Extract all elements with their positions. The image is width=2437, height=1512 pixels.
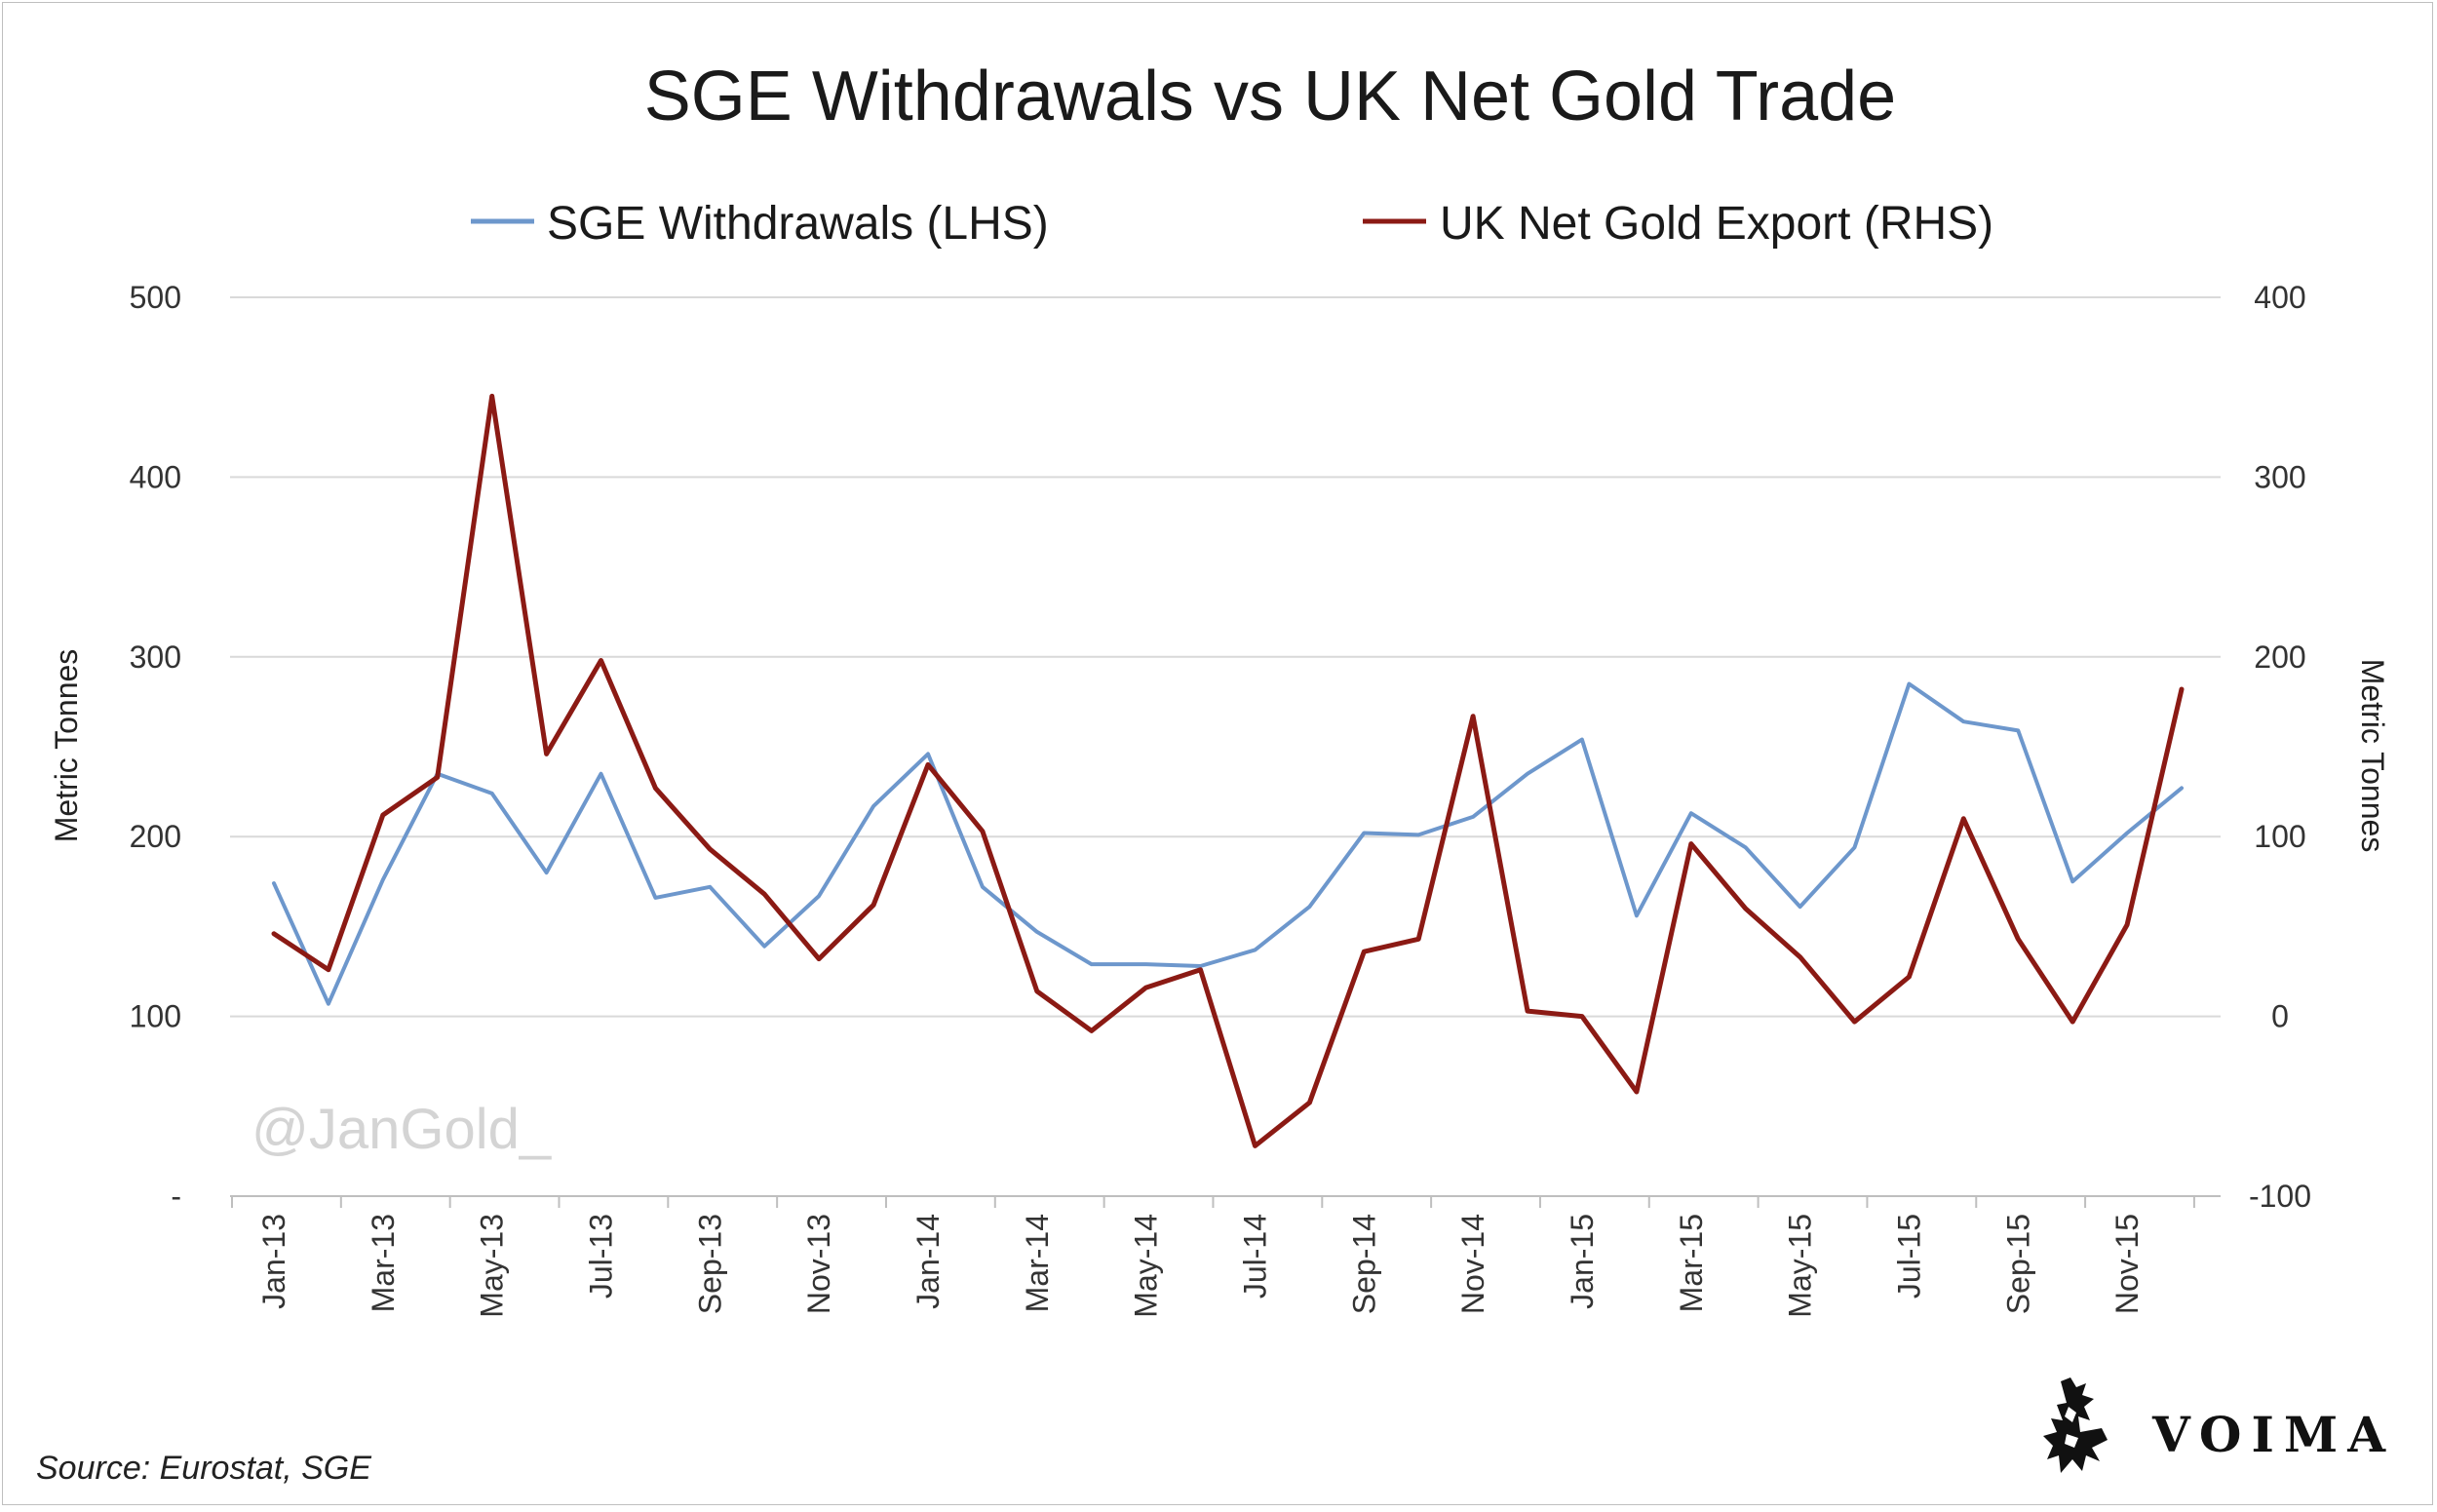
x-tick-label: May-14 — [1129, 1214, 1164, 1318]
x-tick-label: Jan-13 — [256, 1214, 291, 1309]
left-tick-label: - — [171, 1179, 181, 1214]
gridlines — [230, 296, 2221, 1197]
legend-label-sge: SGE Withdrawals (LHS) — [547, 198, 1049, 250]
right-tick-label: 100 — [2254, 819, 2305, 854]
legend-label-uk: UK Net Gold Export (RHS) — [1440, 198, 1993, 250]
left-tick-label: 100 — [130, 999, 181, 1034]
x-tick-label: Sep-13 — [692, 1214, 727, 1314]
x-tick-label: May-15 — [1783, 1214, 1818, 1318]
x-tick-label: Jan-14 — [910, 1214, 946, 1309]
x-tick-label: Nov-14 — [1455, 1214, 1490, 1314]
chart-title: SGE Withdrawals vs UK Net Gold Trade — [644, 58, 1896, 136]
x-tick-label: Nov-13 — [801, 1214, 836, 1314]
legend: SGE Withdrawals (LHS) UK Net Gold Export… — [471, 198, 1993, 250]
x-tick-label: Jan-15 — [1565, 1214, 1600, 1309]
x-tick-label: Sep-15 — [2000, 1214, 2035, 1314]
right-axis-title: Metric Tonnes — [2355, 659, 2390, 853]
left-axis-ticks: - 100 200 300 400 500 — [130, 280, 181, 1214]
left-tick-label: 200 — [130, 819, 181, 854]
brand-name: VOIMA — [2151, 1406, 2395, 1463]
right-tick-label: 200 — [2254, 640, 2305, 675]
x-tick-label: Mar-15 — [1674, 1214, 1709, 1312]
series-line-sge — [272, 681, 2184, 1006]
left-tick-label: 400 — [130, 459, 181, 494]
right-tick-label: -100 — [2249, 1179, 2311, 1214]
x-tick-label: Jul-15 — [1891, 1214, 1926, 1299]
left-tick-label: 300 — [130, 640, 181, 675]
left-axis-title: Metric Tonnes — [49, 649, 84, 843]
x-tick-label: Nov-15 — [2109, 1214, 2145, 1314]
griffin-logo-icon — [2043, 1377, 2108, 1473]
x-tick-label: May-13 — [475, 1214, 510, 1318]
x-axis-ticks: Jan-13 Mar-13 May-13 Jul-13 Sep-13 Nov-13 Jan-… — [231, 1196, 2195, 1318]
right-tick-label: 400 — [2254, 280, 2305, 315]
series-layer — [271, 393, 2185, 1148]
right-axis-ticks: -100 0 100 200 300 400 — [2249, 280, 2311, 1214]
x-tick-label: Mar-13 — [366, 1214, 401, 1312]
brand: VOIMA — [2043, 1377, 2395, 1473]
chart-svg: SGE Withdrawals vs UK Net Gold Trade SGE… — [36, 58, 2395, 1487]
source-note: Source: Eurostat, SGE — [36, 1450, 371, 1487]
right-tick-label: 0 — [2271, 999, 2289, 1034]
x-tick-label: Sep-14 — [1346, 1214, 1381, 1314]
x-tick-label: Jul-14 — [1237, 1214, 1272, 1299]
watermark: @JanGold_ — [251, 1098, 552, 1161]
x-tick-label: Mar-14 — [1020, 1214, 1055, 1312]
right-tick-label: 300 — [2254, 459, 2305, 494]
x-tick-label: Jul-13 — [583, 1214, 618, 1299]
left-tick-label: 500 — [130, 280, 181, 315]
series-line-uk — [271, 393, 2185, 1148]
